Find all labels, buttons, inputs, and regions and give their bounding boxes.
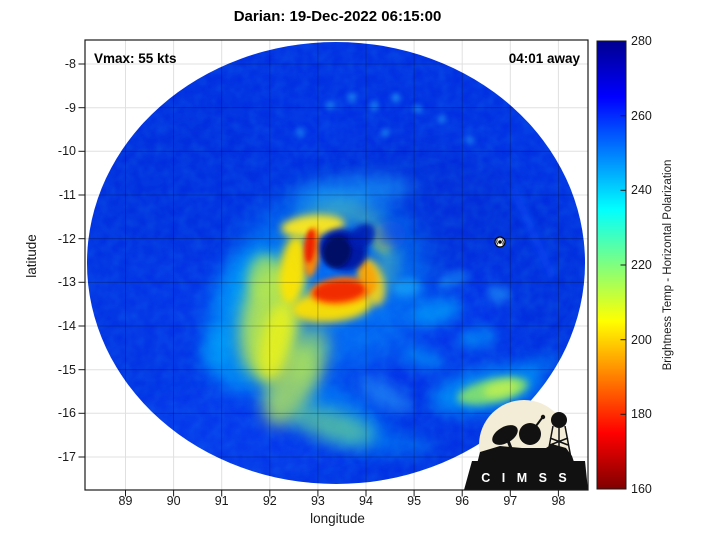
time-away-annotation: 04:01 away xyxy=(508,51,580,66)
storm-position-marker xyxy=(494,236,506,248)
y-axis-label: latitude xyxy=(24,234,39,278)
colorbar-tick-label: 160 xyxy=(631,482,652,496)
x-tick-label: 94 xyxy=(359,494,373,508)
x-tick-label: 98 xyxy=(551,494,566,508)
colorbar-tick-label: 180 xyxy=(631,407,652,422)
colorbar-tick-label: 280 xyxy=(631,34,652,48)
x-axis-label: longitude xyxy=(310,511,365,526)
logo-banner xyxy=(464,461,588,490)
x-tick-label: 95 xyxy=(407,494,422,508)
axes-box xyxy=(78,39,589,497)
y-tick-label: -12 xyxy=(57,231,76,246)
x-tick-label: 90 xyxy=(166,494,181,508)
x-tick-label: 89 xyxy=(118,494,133,508)
y-tick-label: -16 xyxy=(57,406,76,421)
vmax-annotation: Vmax: 55 kts xyxy=(94,51,177,66)
colorbar-tick-label: 220 xyxy=(631,258,652,272)
y-tick-label: -8 xyxy=(64,57,76,71)
y-tick-label: -13 xyxy=(57,275,76,290)
y-tick-label: -9 xyxy=(64,100,76,115)
x-tick-label: 91 xyxy=(214,494,229,508)
y-tick-label: -14 xyxy=(57,319,76,333)
x-tick-label: 93 xyxy=(310,494,325,508)
x-tick-label: 96 xyxy=(455,494,470,508)
y-tick-label: -10 xyxy=(57,144,76,159)
logo-text: C I M S S xyxy=(481,471,570,485)
x-tick-label: 97 xyxy=(503,494,518,508)
logo-dome-icon xyxy=(519,423,541,445)
colorbar xyxy=(596,40,627,490)
y-tick-label: -15 xyxy=(57,362,76,377)
y-tick-label: -17 xyxy=(57,450,76,464)
cimss-logo: C I M S S xyxy=(464,400,588,490)
colorbar-tick-label: 240 xyxy=(631,183,652,198)
colorbar-tick-label: 260 xyxy=(631,108,652,123)
colorbar-axis-label: Brightness Temp - Horizontal Polarizatio… xyxy=(662,159,674,371)
logo-watertower-icon xyxy=(551,412,567,428)
chart-title: Darian: 19-Dec-2022 06:15:00 xyxy=(233,8,442,25)
y-tick-label: -11 xyxy=(58,188,76,202)
colorbar-tick-label: 200 xyxy=(631,332,652,347)
colorbar-ticks xyxy=(620,40,626,490)
x-tick-label: 92 xyxy=(262,494,277,508)
gridlines-over xyxy=(87,42,585,484)
